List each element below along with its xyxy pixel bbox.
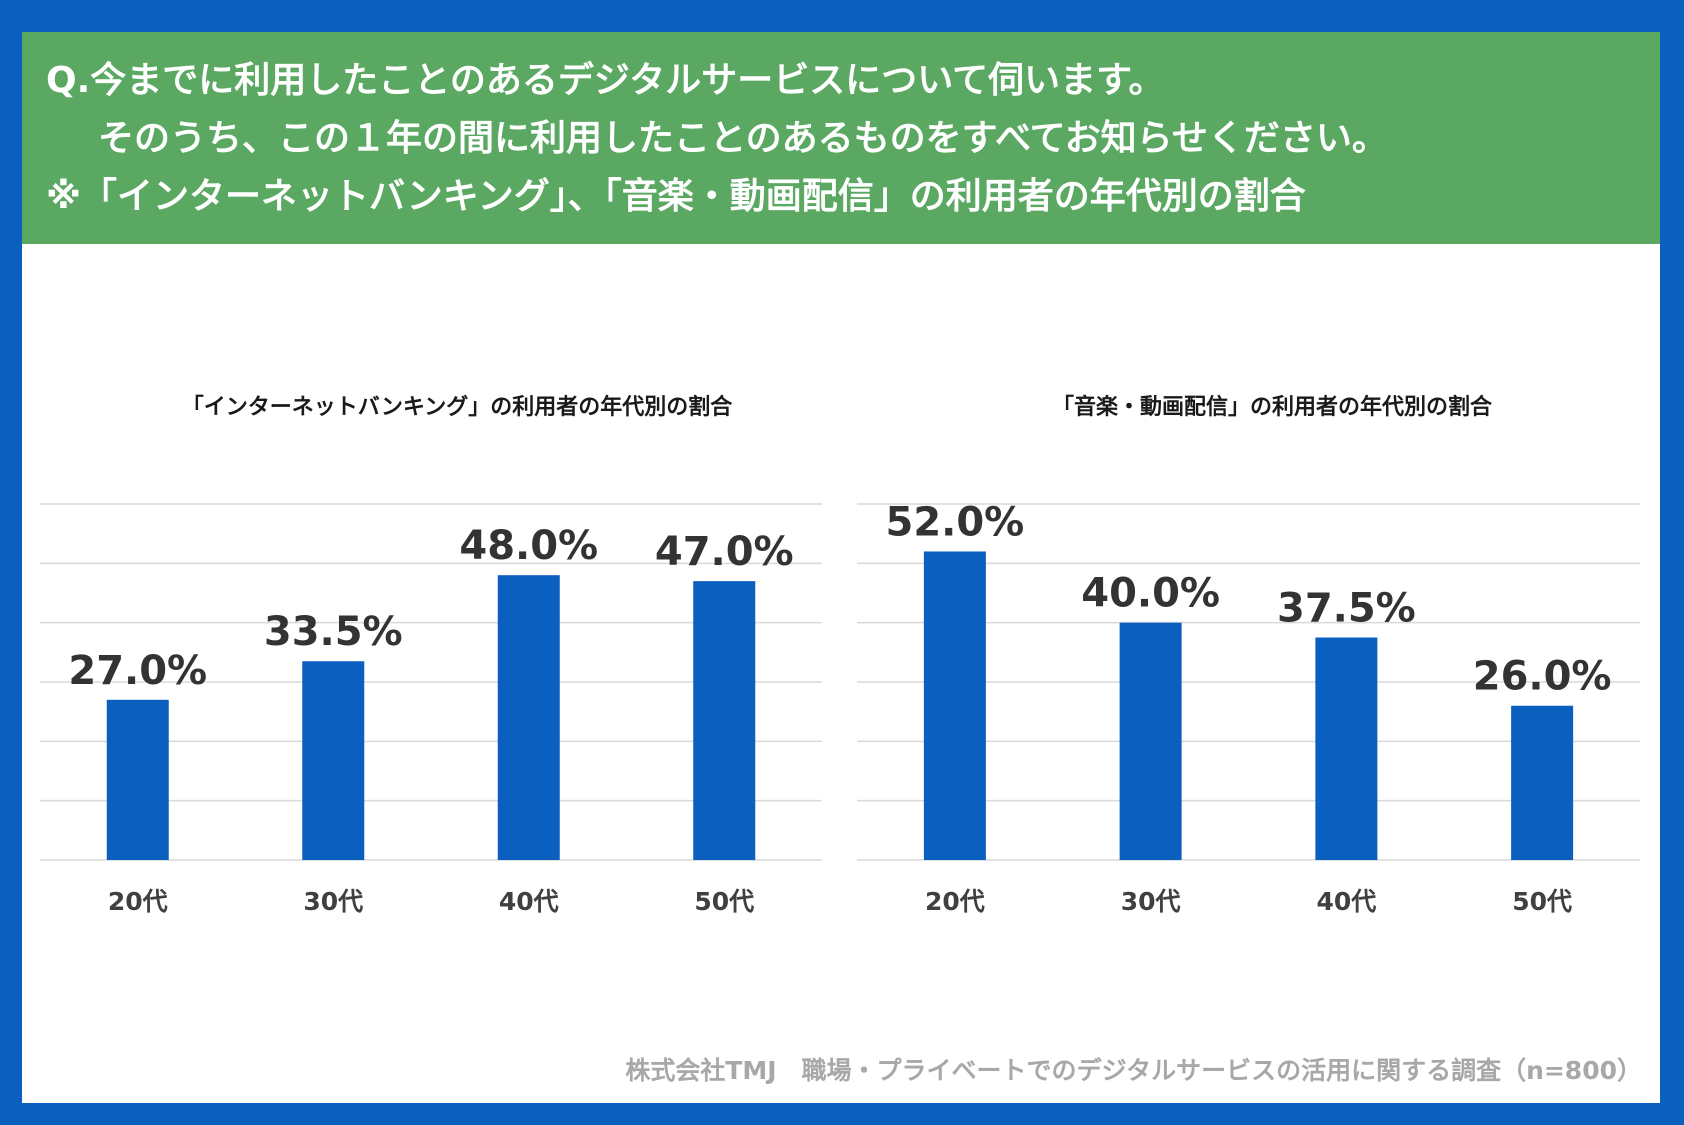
question-header: Q.今までに利用したことのあるデジタルサービスについて伺います。 そのうち、この… [22, 32, 1660, 244]
chart-title-music-video: 「音楽・動画配信」の利用者の年代別の割合 [1051, 395, 1492, 420]
chart-0-value-label-3: 47.0% [655, 529, 794, 575]
chart-0-value-label-2: 48.0% [459, 523, 598, 569]
chart-1-bar-2 [1315, 637, 1378, 860]
chart-1-value-label-2: 37.5% [1277, 586, 1416, 632]
chart-1-bar-1 [1119, 622, 1182, 860]
chart-0-category-label-3: 50代 [694, 887, 754, 916]
chart-1-value-label-1: 40.0% [1081, 571, 1220, 617]
survey-source-footnote: 株式会社TMJ 職場・プライベートでのデジタルサービスの活用に関する調査（n=8… [625, 1056, 1642, 1085]
chart-0-bar-1 [302, 661, 365, 860]
chart-1-category-label-3: 50代 [1512, 887, 1572, 916]
chart-0-bar-3 [693, 581, 756, 860]
question-line-2: そのうち、この１年の間に利用したことのあるものをすべてお知らせください。 [98, 118, 1388, 159]
chart-1-bar-0 [923, 551, 986, 860]
chart-0-value-label-1: 33.5% [264, 609, 403, 655]
chart-0-category-label-2: 40代 [499, 887, 559, 916]
chart-0-bar-2 [497, 575, 560, 860]
chart-1-value-label-0: 52.0% [885, 499, 1024, 545]
chart-0-category-label-1: 30代 [303, 887, 363, 916]
chart-title-internet-banking: 「インターネットバンキング」の利用者の年代別の割合 [181, 395, 733, 420]
chart-1-bar-3 [1511, 705, 1574, 860]
chart-1-category-label-1: 30代 [1121, 887, 1181, 916]
chart-1-value-label-3: 26.0% [1473, 654, 1612, 700]
chart-0-value-label-0: 27.0% [68, 648, 207, 694]
chart-0-category-label-0: 20代 [108, 887, 168, 916]
chart-1-category-label-0: 20代 [925, 887, 985, 916]
question-line-3: ※「インターネットバンキング」、「音楽・動画配信」の利用者の年代別の割合 [46, 176, 1306, 217]
chart-0-bar-0 [106, 699, 169, 860]
content-panel: Q.今までに利用したことのあるデジタルサービスについて伺います。 そのうち、この… [22, 32, 1660, 1103]
bar-charts: 27.0% 20代 33.5% 30代 48.0% 40代 47.0% 50代 52.0% 20代… [40, 499, 1640, 916]
chart-1-category-label-2: 40代 [1316, 887, 1376, 916]
question-line-1: Q.今までに利用したことのあるデジタルサービスについて伺います。 [46, 60, 1165, 101]
